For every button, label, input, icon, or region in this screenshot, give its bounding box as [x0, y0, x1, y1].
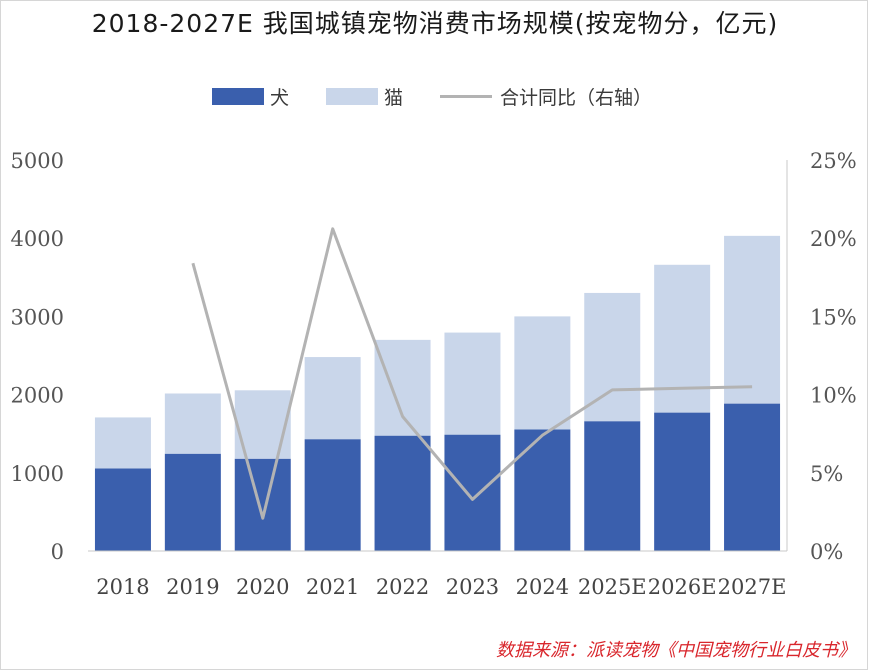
x-tick-label: 2020	[236, 575, 289, 599]
x-tick-label: 2026E	[648, 575, 717, 599]
x-tick-label: 2024	[516, 575, 569, 599]
legend-item-cat: 猫	[326, 82, 403, 110]
legend-swatch-yoy	[440, 94, 492, 98]
legend-label-yoy: 合计同比（右轴）	[500, 86, 653, 109]
x-tick-label: 2018	[96, 575, 149, 599]
bar-dog	[654, 412, 711, 551]
bar-cat	[164, 393, 221, 454]
x-tick-label: 2019	[166, 575, 219, 599]
bar-cat	[374, 339, 431, 436]
bar-dog	[584, 421, 641, 551]
x-tick-label: 2025E	[578, 575, 647, 599]
bar-cat	[584, 292, 641, 422]
y-tick-label: 5000	[11, 149, 64, 173]
bar-dog	[94, 468, 151, 551]
y-tick-label: 0	[51, 540, 64, 564]
bar-dog	[514, 429, 571, 551]
bar-dog	[374, 435, 431, 551]
legend-label-cat: 猫	[384, 86, 404, 109]
legend-item-dog: 犬	[212, 82, 289, 110]
y2-tick-label: 5%	[810, 462, 843, 486]
chart-legend: 犬 猫 合计同比（右轴）	[0, 82, 870, 110]
legend-label-dog: 犬	[270, 86, 290, 109]
bar-dog	[164, 453, 221, 551]
bar-cat	[654, 264, 711, 413]
bar-cat	[94, 417, 151, 469]
x-tick-label: 2027E	[718, 575, 787, 599]
legend-item-yoy: 合计同比（右轴）	[440, 82, 652, 110]
bar-cat	[724, 235, 781, 404]
bar-dog	[304, 439, 361, 551]
y2-tick-label: 20%	[810, 227, 857, 251]
y2-tick-label: 25%	[810, 149, 857, 173]
x-tick-label: 2022	[376, 575, 429, 599]
bar-cat	[304, 357, 361, 440]
x-tick-label: 2023	[446, 575, 499, 599]
legend-swatch-dog	[212, 87, 264, 105]
y2-tick-label: 0%	[810, 540, 843, 564]
bar-dog	[234, 458, 291, 551]
y2-tick-label: 10%	[810, 384, 857, 408]
bar-dog	[724, 403, 781, 551]
y-tick-label: 1000	[11, 462, 64, 486]
x-tick-label: 2021	[306, 575, 359, 599]
source-note: 数据来源：派读宠物《中国宠物行业白皮书》	[496, 640, 856, 661]
legend-swatch-cat	[326, 87, 378, 105]
bar-cat	[514, 316, 571, 430]
chart-title: 2018-2027E 我国城镇宠物消费市场规模(按宠物分，亿元)	[91, 9, 779, 38]
y2-tick-label: 15%	[810, 305, 857, 329]
y-tick-label: 3000	[11, 305, 64, 329]
yoy-line	[191, 227, 753, 520]
bar-cat	[444, 332, 501, 435]
y-tick-label: 4000	[11, 227, 64, 251]
bar-dog	[444, 434, 501, 551]
y-tick-label: 2000	[11, 384, 64, 408]
